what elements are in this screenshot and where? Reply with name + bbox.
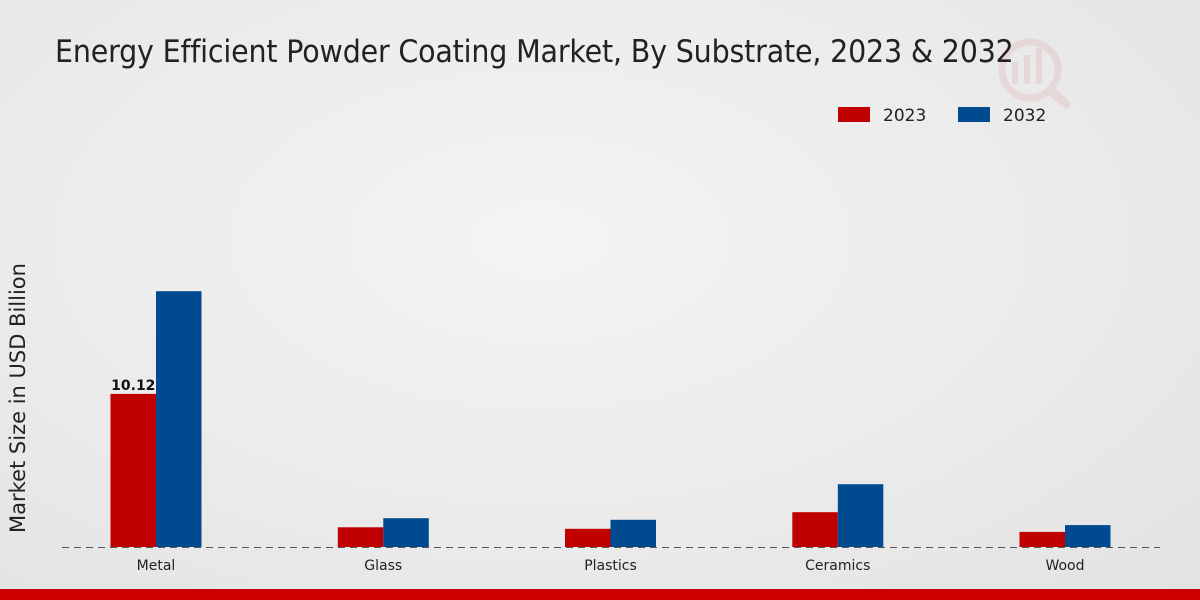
bar-glass-2023	[337, 527, 384, 547]
x-tick-labels: Metal Glass Plastics Ceramics Wood	[137, 558, 1085, 574]
x-tick-wood: Wood	[1045, 558, 1084, 574]
bar-wood-2023	[1019, 531, 1065, 547]
bar-plastics-2032	[610, 519, 656, 547]
x-tick-glass: Glass	[364, 558, 402, 574]
x-tick-ceramics: Ceramics	[805, 558, 870, 574]
legend-swatch-2032	[958, 107, 990, 122]
legend-label-2032: 2032	[1003, 106, 1046, 126]
bar-ceramics-2023	[792, 512, 838, 547]
watermark-logo	[998, 38, 1071, 109]
x-tick-plastics: Plastics	[584, 558, 637, 574]
data-labels: 10.12	[111, 378, 155, 394]
chart-title: Energy Efficient Powder Coating Market, …	[55, 34, 1014, 70]
x-tick-metal: Metal	[137, 558, 176, 574]
bar-ceramics-2032	[837, 484, 884, 547]
legend: 2023 2032	[838, 106, 1046, 126]
bar-metal-2023	[110, 393, 156, 547]
legend-swatch-2023	[838, 107, 870, 122]
bars-group	[110, 291, 1111, 547]
bar-wood-2032	[1065, 525, 1111, 547]
data-label-metal-2023: 10.12	[111, 378, 155, 394]
y-axis-label: Market Size in USD Billion	[6, 263, 30, 533]
bottom-accent-bar	[0, 589, 1200, 600]
legend-label-2023: 2023	[883, 106, 926, 126]
bar-plastics-2023	[565, 528, 611, 547]
bar-glass-2032	[383, 518, 429, 547]
bar-metal-2032	[156, 291, 202, 547]
